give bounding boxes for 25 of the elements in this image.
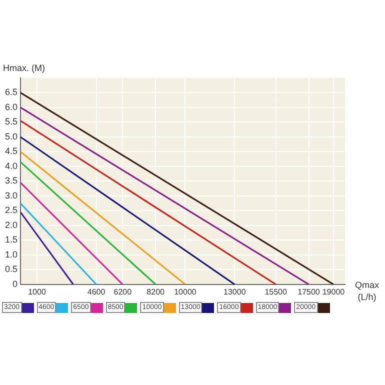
y-tick-label: 2.0 <box>4 220 18 230</box>
y-tick-label: 1.0 <box>4 249 18 260</box>
x-tick-label: 13000 <box>224 287 246 296</box>
y-tick-label: 6.5 <box>4 87 18 98</box>
y-axis-title: Hmax. (M) <box>3 62 45 73</box>
y-tick-label: 5.0 <box>4 131 18 142</box>
x-tick-label: 4600 <box>87 287 106 296</box>
x-tick-label: 1000 <box>28 287 46 296</box>
x-tick-label: 8200 <box>146 287 166 296</box>
x-tick-label: 15500 <box>264 287 288 296</box>
y-tick-label: 0 <box>12 278 18 289</box>
x-axis-title: Qmax (L/h) <box>354 280 380 302</box>
y-tick-label: 4.0 <box>4 160 18 171</box>
y-tick-label: 5.5 <box>4 116 18 127</box>
x-tick-label: 6200 <box>114 287 132 296</box>
x-tick-label: 19000 <box>322 287 346 296</box>
y-tick-label: 4.5 <box>4 146 18 156</box>
y-tick-label: 1.5 <box>4 234 18 245</box>
x-tick-label: 10000 <box>174 287 197 296</box>
y-tick-label: 2.5 <box>4 205 18 216</box>
y-tick-label: 3.0 <box>4 190 18 200</box>
x-tick-label: 17500 <box>298 287 320 296</box>
y-tick-label: 6.0 <box>4 102 18 112</box>
y-tick-label: 3.5 <box>4 176 18 186</box>
y-tick-label: 0.5 <box>4 264 18 274</box>
